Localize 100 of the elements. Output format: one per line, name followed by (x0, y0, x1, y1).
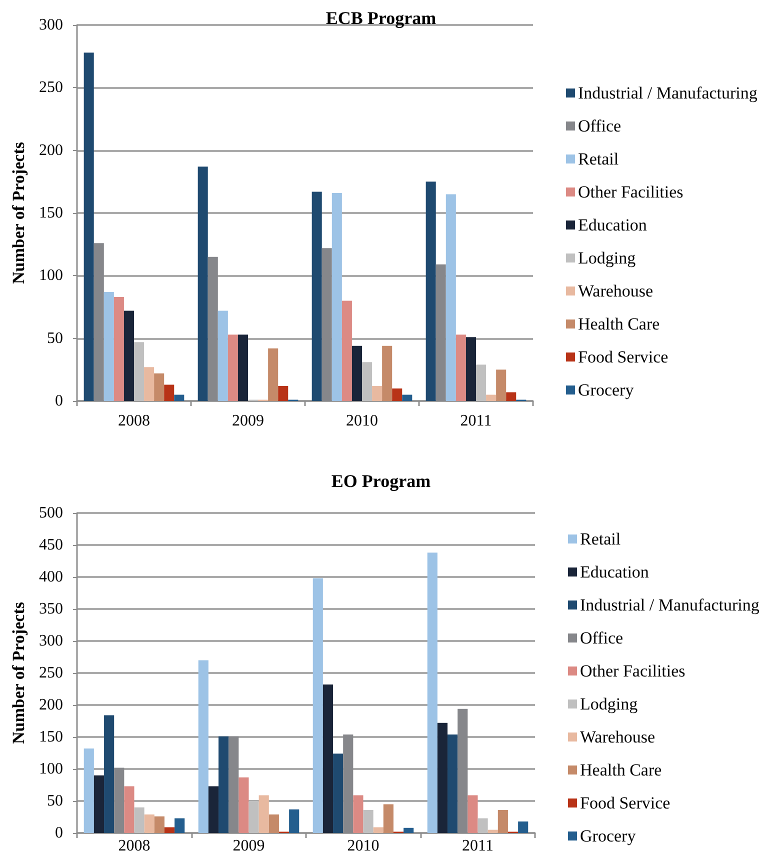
x-tick-label: 2010 (346, 412, 378, 430)
bar (437, 722, 448, 833)
bar (164, 827, 175, 833)
y-tick-label: 500 (39, 504, 63, 522)
legend-label: Retail (580, 530, 621, 548)
bar (353, 795, 364, 833)
bar (496, 370, 506, 401)
y-tick-label: 400 (39, 568, 63, 586)
y-tick-label: 250 (39, 664, 63, 682)
bar (488, 830, 498, 833)
bar (506, 392, 516, 401)
legend-label: Warehouse (578, 282, 654, 300)
bar (174, 394, 184, 401)
bar (198, 166, 208, 401)
bar (362, 362, 372, 401)
bar (124, 786, 134, 833)
bar (352, 346, 362, 401)
chart-title: ECB Program (326, 8, 436, 28)
legend-label: Retail (578, 150, 619, 168)
bar (228, 334, 238, 401)
bar (373, 827, 384, 833)
legend-label: Health Care (578, 314, 660, 334)
y-tick-label: 100 (39, 267, 63, 284)
legend-label: Other Facilities (580, 662, 686, 680)
bar (94, 775, 104, 833)
bar (154, 373, 164, 401)
bar (468, 795, 478, 833)
x-tick-label: 2011 (462, 838, 494, 854)
y-tick-label: 50 (47, 330, 63, 347)
bar (518, 821, 528, 833)
bar (114, 296, 124, 401)
bar (258, 795, 269, 833)
y-tick-label: 50 (47, 792, 63, 810)
y-tick-label: 300 (39, 632, 63, 650)
bar (238, 334, 248, 401)
bar (426, 182, 436, 401)
bar (268, 348, 278, 401)
bar (278, 386, 288, 401)
y-tick-label: 100 (39, 760, 63, 778)
bar (446, 194, 456, 401)
y-tick-label: 200 (39, 696, 63, 714)
y-tick-label: 0 (55, 392, 63, 410)
bar (372, 386, 382, 401)
bar (333, 754, 344, 833)
bar (144, 814, 154, 833)
bar (218, 736, 229, 833)
y-tick-label: 250 (39, 79, 63, 96)
bar (218, 310, 228, 401)
bar (392, 388, 402, 401)
bar (134, 342, 144, 401)
y-axis-title: Number of Projects (9, 142, 28, 284)
legend-label: Industrial / Manufacturing (580, 596, 760, 614)
x-tick-label: 2009 (232, 838, 265, 854)
bar (104, 715, 114, 833)
bar (322, 684, 334, 833)
x-tick-label: 2008 (118, 838, 150, 854)
chart-title: EO Program (331, 471, 431, 491)
x-tick-label: 2009 (232, 412, 264, 430)
legend-label: Education (580, 562, 650, 582)
legend-label: Grocery (580, 826, 636, 846)
bar (476, 364, 486, 401)
y-tick-label: 150 (39, 728, 63, 746)
y-axis-title: Number of Projects (9, 602, 28, 744)
bar (124, 310, 134, 401)
bar (478, 818, 488, 833)
bar (144, 367, 154, 401)
legend-label: Office (578, 116, 622, 136)
bar (174, 818, 185, 833)
bar (238, 777, 249, 833)
legend-label: Education (578, 216, 648, 234)
bar (498, 810, 508, 833)
bar (154, 816, 164, 833)
y-tick-label: 450 (39, 536, 63, 554)
bar (448, 734, 458, 833)
legend-label: Warehouse (580, 728, 656, 746)
legend-label: Lodging (580, 694, 638, 714)
bar (248, 801, 259, 833)
legend-label: Industrial / Manufacturing (578, 84, 758, 102)
y-tick-label: 0 (55, 824, 63, 842)
legend-label: Grocery (578, 380, 634, 400)
bar (312, 192, 322, 401)
bar (332, 192, 342, 401)
y-tick-label: 300 (39, 16, 63, 34)
bar (456, 334, 466, 401)
x-tick-label: 2010 (347, 838, 380, 854)
legend-label: Health Care (580, 760, 662, 780)
y-tick-label: 150 (39, 204, 63, 222)
legend-label: Lodging (578, 248, 636, 268)
bar (427, 552, 438, 833)
bar (84, 748, 94, 833)
legend-label: Food Service (580, 794, 670, 812)
bar (84, 52, 94, 401)
bar (134, 807, 144, 833)
bar (208, 786, 219, 833)
legend-label: Office (580, 628, 624, 648)
y-tick-label: 350 (39, 600, 63, 618)
legend-label: Other Facilities (578, 182, 684, 202)
bar (312, 578, 323, 833)
bar (383, 804, 394, 833)
bar (382, 346, 392, 401)
